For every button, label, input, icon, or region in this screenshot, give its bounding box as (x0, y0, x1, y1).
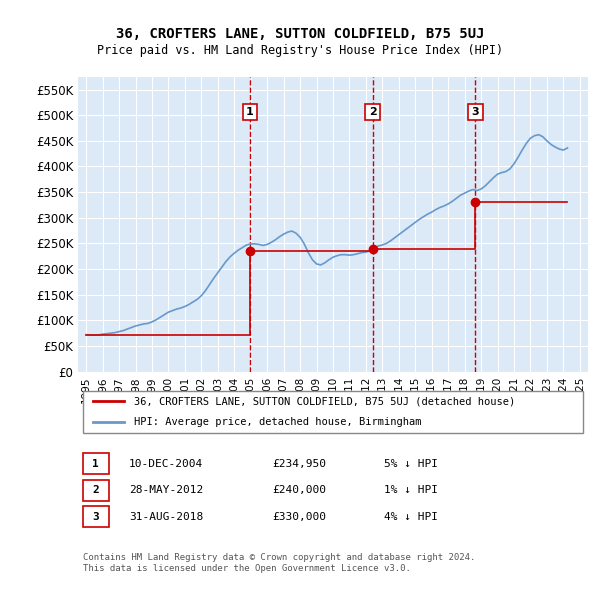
Text: £234,950: £234,950 (272, 459, 326, 469)
Text: 2: 2 (369, 107, 377, 117)
Text: 28-MAY-2012: 28-MAY-2012 (129, 485, 203, 495)
Text: 36, CROFTERS LANE, SUTTON COLDFIELD, B75 5UJ (detached house): 36, CROFTERS LANE, SUTTON COLDFIELD, B75… (134, 396, 515, 407)
FancyBboxPatch shape (83, 506, 109, 527)
Text: 1: 1 (246, 107, 254, 117)
Text: £330,000: £330,000 (272, 512, 326, 522)
Text: 1% ↓ HPI: 1% ↓ HPI (384, 485, 438, 495)
Text: 5% ↓ HPI: 5% ↓ HPI (384, 459, 438, 469)
FancyBboxPatch shape (83, 453, 109, 474)
Text: 3: 3 (92, 512, 99, 522)
Text: 1: 1 (92, 459, 99, 469)
Text: HPI: Average price, detached house, Birmingham: HPI: Average price, detached house, Birm… (134, 417, 422, 427)
Text: 4% ↓ HPI: 4% ↓ HPI (384, 512, 438, 522)
Text: 10-DEC-2004: 10-DEC-2004 (129, 459, 203, 469)
Text: £240,000: £240,000 (272, 485, 326, 495)
Text: 2: 2 (92, 485, 99, 495)
FancyBboxPatch shape (83, 391, 583, 432)
Text: 3: 3 (472, 107, 479, 117)
Text: 36, CROFTERS LANE, SUTTON COLDFIELD, B75 5UJ: 36, CROFTERS LANE, SUTTON COLDFIELD, B75… (116, 27, 484, 41)
Text: Price paid vs. HM Land Registry's House Price Index (HPI): Price paid vs. HM Land Registry's House … (97, 44, 503, 57)
Text: 31-AUG-2018: 31-AUG-2018 (129, 512, 203, 522)
FancyBboxPatch shape (83, 480, 109, 500)
Text: Contains HM Land Registry data © Crown copyright and database right 2024.
This d: Contains HM Land Registry data © Crown c… (83, 553, 475, 572)
